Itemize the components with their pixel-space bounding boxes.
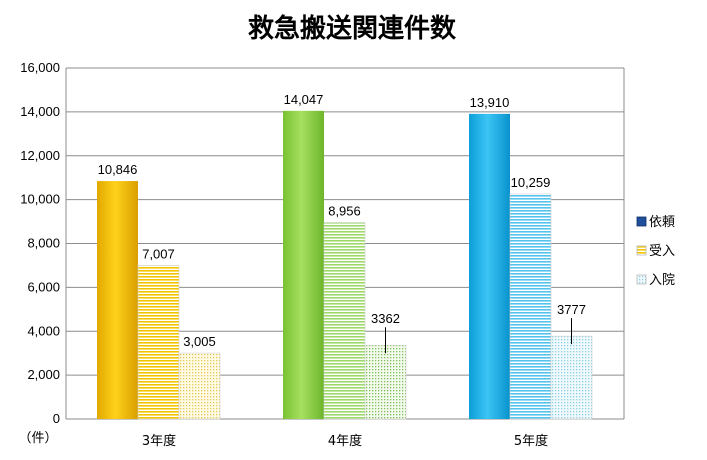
x-tick-label: 4年度 — [328, 433, 362, 449]
data-label: 7,007 — [142, 246, 175, 261]
data-labels: 10,846 7,007 3,005 14,047 8,956 3362 13,910 10,… — [98, 92, 586, 354]
legend-marker-series-1 — [636, 216, 647, 227]
legend-label: 依頼 — [649, 215, 675, 230]
legend-marker-series-2 — [636, 245, 647, 256]
y-tick-label: 10,000 — [20, 192, 60, 207]
bar — [323, 222, 366, 420]
x-tick-label: 5年度 — [514, 433, 548, 449]
y-tick-label: 2,000 — [27, 367, 60, 382]
y-tick-label: 14,000 — [20, 104, 60, 119]
y-axis: 0 2,000 4,000 6,000 8,000 10,000 12,000 14,000 1… — [20, 60, 60, 426]
bar — [283, 110, 324, 420]
legend-marker-series-3 — [636, 274, 647, 285]
unit-label: （件） — [18, 430, 57, 445]
y-tick-label: 6,000 — [27, 279, 60, 294]
data-label: 14,047 — [284, 92, 324, 107]
bar — [364, 344, 407, 420]
y-tick-label: 0 — [53, 411, 60, 426]
bars — [97, 110, 593, 420]
bar — [469, 113, 510, 420]
legend-label: 入院 — [649, 273, 675, 288]
data-label: 10,259 — [511, 175, 551, 190]
x-tick-label: 3年度 — [142, 433, 176, 449]
data-label: 8,956 — [328, 204, 361, 219]
y-tick-label: 8,000 — [27, 236, 60, 251]
bar — [550, 335, 593, 420]
bar — [178, 352, 221, 420]
data-label: 3362 — [371, 311, 400, 326]
y-tick-label: 4,000 — [27, 323, 60, 338]
data-label: 3777 — [557, 302, 586, 317]
legend-label: 受入 — [649, 244, 675, 259]
bar — [137, 264, 180, 420]
data-label: 10,846 — [98, 162, 138, 177]
y-tick-label: 12,000 — [20, 148, 60, 163]
chart-title: 救急搬送関連件数 — [248, 13, 457, 44]
bar — [509, 193, 552, 420]
data-label: 13,910 — [470, 95, 510, 110]
x-axis: 3年度 4年度 5年度 — [142, 433, 548, 449]
y-tick-label: 16,000 — [20, 60, 60, 75]
bar — [97, 181, 138, 419]
data-label: 3,005 — [183, 334, 216, 349]
